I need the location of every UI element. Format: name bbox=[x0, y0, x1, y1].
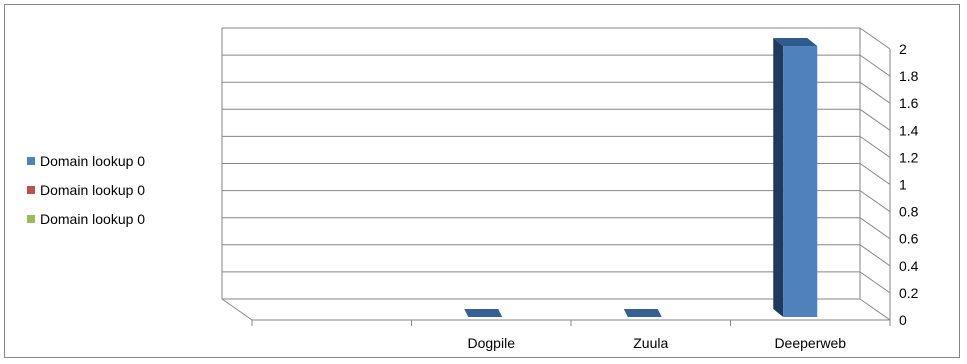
x-tick-label: Zuula bbox=[633, 335, 668, 351]
legend-swatch-2 bbox=[27, 185, 35, 194]
bar-zuula bbox=[623, 309, 662, 317]
depth-line bbox=[859, 135, 891, 158]
bar-deeperweb bbox=[773, 38, 818, 317]
legend-swatch-3 bbox=[27, 214, 35, 223]
bar-front bbox=[783, 46, 818, 317]
legend-entry-1: Domain lookup 0 bbox=[27, 146, 145, 175]
y-tick-label: 0.2 bbox=[899, 285, 919, 301]
depth-line bbox=[859, 163, 891, 185]
y-tick-label: 1.4 bbox=[899, 122, 919, 138]
legend-label-3: Domain lookup 0 bbox=[40, 210, 146, 227]
y-tick-label: 1.8 bbox=[899, 68, 919, 84]
bar-top bbox=[623, 309, 662, 317]
x-tick-labels: Dogpile Zuula Deeperweb bbox=[468, 335, 847, 351]
legend-entry-3: Domain lookup 0 bbox=[27, 204, 145, 233]
x-tick-label: Dogpile bbox=[468, 335, 516, 351]
depth-line bbox=[859, 244, 891, 267]
y-tick-label: 2 bbox=[899, 41, 907, 57]
y-tick-label: 0.8 bbox=[899, 204, 919, 220]
depth-line bbox=[859, 217, 891, 240]
gridlines bbox=[222, 27, 891, 321]
legend-entry-2: Domain lookup 0 bbox=[27, 175, 145, 204]
legend-label-1: Domain lookup 0 bbox=[40, 152, 146, 169]
bars bbox=[464, 38, 818, 317]
depth-line bbox=[859, 54, 891, 77]
axes bbox=[221, 28, 891, 326]
depth-line bbox=[859, 81, 891, 104]
bar-top bbox=[464, 309, 503, 317]
depth-line bbox=[859, 27, 891, 50]
depth-line bbox=[859, 298, 891, 321]
floor-left-edge bbox=[221, 298, 253, 321]
x-tick-label: Deeperweb bbox=[774, 335, 846, 351]
bar-dogpile bbox=[464, 309, 503, 317]
y-tick-label: 1.6 bbox=[899, 95, 919, 111]
y-tick-label: 1 bbox=[899, 177, 907, 193]
y-tick-label: 0.4 bbox=[899, 258, 919, 274]
bar-side bbox=[773, 38, 784, 317]
y-tick-label: 1.2 bbox=[899, 149, 919, 165]
y-tick-label: 0 bbox=[899, 312, 907, 328]
y-tick-label: 0.6 bbox=[899, 231, 919, 247]
depth-line bbox=[859, 108, 891, 131]
legend-label-2: Domain lookup 0 bbox=[40, 181, 146, 198]
depth-line bbox=[859, 271, 891, 294]
legend-swatch-1 bbox=[27, 156, 35, 165]
bar-top bbox=[773, 38, 818, 46]
y-tick-labels: 0 0.2 0.4 0.6 0.8 1 1.2 1.4 1.6 1.8 2 bbox=[899, 41, 919, 328]
depth-line bbox=[859, 190, 891, 213]
legend: Domain lookup 0 Domain lookup 0 Domain l… bbox=[27, 146, 145, 233]
